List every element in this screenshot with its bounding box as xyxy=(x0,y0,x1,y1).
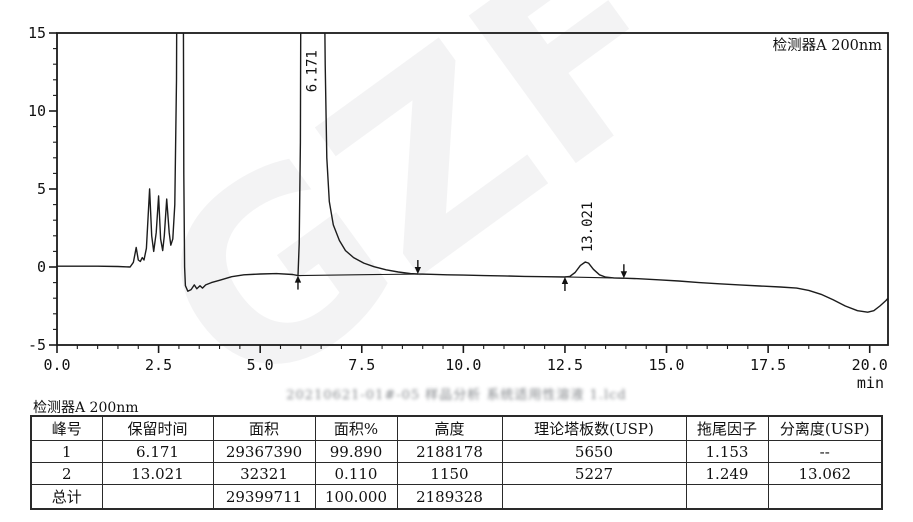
peak-end-arrow-head xyxy=(414,267,422,275)
table-cell: 1.249 xyxy=(685,462,769,485)
table-cell: 2 xyxy=(30,462,103,485)
table-cell: 1.153 xyxy=(685,440,769,463)
table-cell xyxy=(685,484,769,510)
peak-retention-label: 6.171 xyxy=(304,50,320,92)
column-header: 峰号 xyxy=(30,415,103,441)
chromatogram-trace xyxy=(57,33,888,313)
y-tick-label: -5 xyxy=(28,336,46,354)
column-header: 理论塔板数(USP) xyxy=(501,415,687,441)
y-tick-label: 0 xyxy=(37,258,46,276)
table-cell: 32321 xyxy=(212,462,316,485)
table-cell: 总计 xyxy=(30,484,103,510)
table-cell: 0.110 xyxy=(314,462,398,485)
y-tick-label: 10 xyxy=(28,102,46,120)
table-cell: 2188178 xyxy=(396,440,503,463)
peak-start-arrow-head xyxy=(561,276,569,284)
table-cell xyxy=(101,484,214,510)
table-cell: 13.021 xyxy=(101,462,214,485)
table-cell: 2189328 xyxy=(396,484,503,510)
integration-baseline xyxy=(297,273,418,277)
table-cell: 1150 xyxy=(396,462,503,485)
table-cell: 99.890 xyxy=(314,440,398,463)
column-header: 面积 xyxy=(212,415,316,441)
table-cell: 100.000 xyxy=(314,484,398,510)
sample-file-caption: 20210621-01#-05 样品分析 系统适用性溶液 1.lcd xyxy=(286,388,627,403)
y-tick-label: 5 xyxy=(37,180,46,198)
x-tick-label: 17.5 xyxy=(750,356,786,374)
table-header-row: 峰号 保留时间 面积 面积% 高度 理论塔板数(USP) 拖尾因子 分离度(USP) xyxy=(30,415,883,441)
x-tick-label: 0.0 xyxy=(43,356,70,374)
column-header: 分离度(USP) xyxy=(767,415,883,441)
peak-retention-label: 13.021 xyxy=(580,202,596,253)
column-header: 保留时间 xyxy=(101,415,214,441)
table-cell: 6.171 xyxy=(101,440,214,463)
column-header: 面积% xyxy=(314,415,398,441)
detector-table-label: 检测器A 200nm xyxy=(33,400,139,416)
x-axis-unit-label: min xyxy=(857,374,884,392)
chart-title: 检测器A 200nm xyxy=(773,37,883,54)
x-tick-label: 2.5 xyxy=(145,356,172,374)
table-cell: 29367390 xyxy=(212,440,316,463)
table-cell: 1 xyxy=(30,440,103,463)
column-header: 高度 xyxy=(396,415,503,441)
table-cell: 13.062 xyxy=(767,462,883,485)
column-header: 拖尾因子 xyxy=(685,415,769,441)
table-row: 1 6.171 29367390 99.890 2188178 5650 1.153 -- xyxy=(30,440,883,463)
table-cell: 5650 xyxy=(501,440,687,463)
results-table: 峰号 保留时间 面积 面积% 高度 理论塔板数(USP) 拖尾因子 分离度(USP) 1 6.17… xyxy=(30,415,883,510)
x-tick-label: 20.0 xyxy=(852,356,888,374)
x-tick-label: 10.0 xyxy=(445,356,481,374)
y-tick-label: 15 xyxy=(28,24,46,42)
x-tick-label: 15.0 xyxy=(648,356,684,374)
table-row: 总计 29399711 100.000 2189328 xyxy=(30,484,883,510)
table-cell: -- xyxy=(767,440,883,463)
watermark-text: GZF xyxy=(108,0,730,392)
table-cell xyxy=(767,484,883,510)
table-cell: 5227 xyxy=(501,462,687,485)
table-cell xyxy=(501,484,687,510)
peak-start-arrow-head xyxy=(294,275,302,283)
x-tick-label: 5.0 xyxy=(247,356,274,374)
peak-end-arrow-head xyxy=(620,271,628,279)
table-cell: 29399711 xyxy=(212,484,316,510)
x-tick-label: 12.5 xyxy=(547,356,583,374)
table-row: 2 13.021 32321 0.110 1150 5227 1.249 13.062 xyxy=(30,462,883,485)
x-tick-label: 7.5 xyxy=(348,356,375,374)
